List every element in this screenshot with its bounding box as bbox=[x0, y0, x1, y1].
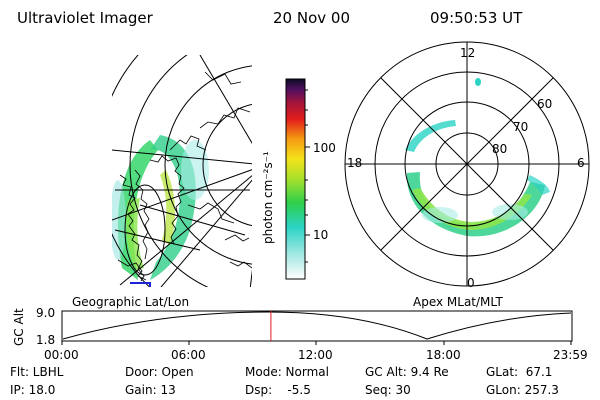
xtick-1200: 12:00 bbox=[298, 348, 333, 362]
mlt-label-18: 18 bbox=[347, 156, 363, 170]
colorbar-tick-100: 100 bbox=[313, 141, 336, 155]
geographic-map bbox=[112, 55, 252, 287]
ip-info: IP: 18.0 bbox=[10, 383, 56, 397]
mode-info: Mode: Normal bbox=[245, 365, 329, 379]
mlt-label-12: 12 bbox=[460, 46, 476, 60]
altitude-x-ticks bbox=[61, 338, 572, 345]
image-title: Ultraviolet Imager bbox=[17, 9, 153, 27]
xtick-1800: 18:00 bbox=[426, 348, 461, 362]
gc-alt-info: GC Alt: 9.4 Re bbox=[365, 365, 449, 379]
coastlines bbox=[117, 71, 252, 282]
mlt-label-6: 6 bbox=[577, 156, 585, 170]
altitude-curve bbox=[62, 311, 572, 340]
lat-label-60: 60 bbox=[537, 97, 553, 111]
xtick-0600: 06:00 bbox=[171, 348, 206, 362]
mlt-label-0: 0 bbox=[467, 276, 475, 290]
seq-info: Seq: 30 bbox=[365, 383, 411, 397]
polar-grid bbox=[344, 41, 590, 287]
geographic-caption: Geographic Lat/Lon bbox=[72, 295, 190, 309]
lat-label-70: 70 bbox=[513, 120, 529, 134]
geo-grid-lines bbox=[112, 55, 252, 287]
glon-info: GLon: 257.3 bbox=[486, 383, 559, 397]
colorbar-unit-label: photon cm⁻²s⁻¹ bbox=[261, 151, 275, 244]
footprint-marker bbox=[130, 282, 151, 287]
altitude-y-label: GC Alt bbox=[12, 308, 26, 346]
colorbar-tick-10: 10 bbox=[313, 228, 329, 242]
image-time: 09:50:53 UT bbox=[430, 9, 523, 27]
altitude-ymin: 1.8 bbox=[36, 333, 56, 347]
glat-info: GLat: 67.1 bbox=[486, 365, 553, 379]
polar-plot bbox=[344, 41, 590, 287]
apex-caption: Apex MLat/MLT bbox=[413, 295, 503, 309]
lat-label-80: 80 bbox=[492, 142, 508, 156]
filter-info: Flt: LBHL bbox=[10, 365, 64, 379]
altitude-ymax: 9.0 bbox=[36, 306, 56, 320]
colorbar bbox=[285, 78, 310, 280]
gain-info: Gain: 13 bbox=[125, 383, 176, 397]
image-date: 20 Nov 00 bbox=[273, 9, 350, 27]
xtick-2359: 23:59 bbox=[553, 348, 588, 362]
door-info: Door: Open bbox=[125, 365, 194, 379]
dsp-info: Dsp: -5.5 bbox=[245, 383, 311, 397]
altitude-plot bbox=[61, 310, 573, 345]
xtick-0000: 00:00 bbox=[44, 348, 79, 362]
